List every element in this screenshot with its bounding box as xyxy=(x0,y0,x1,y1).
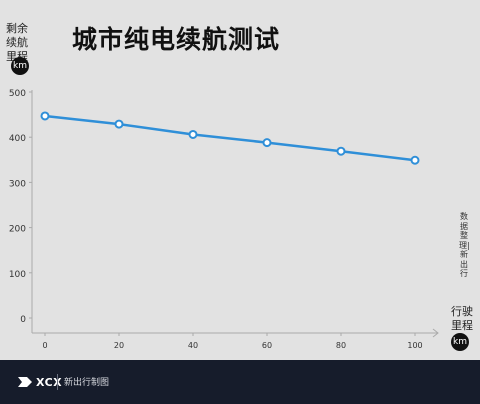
y-tick-label: 500 xyxy=(9,89,26,99)
y-tick-label: 200 xyxy=(9,225,26,235)
y-tick-label: 300 xyxy=(9,179,26,189)
data-point xyxy=(114,119,124,129)
footer-caption: 新出行制图 xyxy=(64,378,110,388)
x-tick-label: 40 xyxy=(188,341,198,350)
y-unit-badge: km xyxy=(11,57,29,75)
x-axis-arrow-icon xyxy=(432,328,439,338)
x-tick-label: 60 xyxy=(262,341,272,350)
brand-logo: XCX xyxy=(18,375,62,389)
data-point xyxy=(410,155,420,165)
x-axis-title-line: 行驶 xyxy=(451,305,473,318)
data-point xyxy=(336,146,346,156)
y-axis-title-line: 剩余 xyxy=(6,22,28,35)
x-unit-badge: km xyxy=(451,333,469,351)
source-note: 数据整理|新出行 xyxy=(459,212,470,278)
brand-arrow-icon xyxy=(18,377,32,387)
x-axis-title: 行驶 里程 xyxy=(446,305,478,333)
x-axis-title-line: 里程 xyxy=(451,319,473,332)
footer-divider xyxy=(57,374,58,390)
line-chart: 0 100 200 300 400 500 0 20 40 60 80 100 xyxy=(9,89,439,350)
data-point xyxy=(262,138,272,148)
y-tick-label: 0 xyxy=(20,315,26,325)
y-axis-title: 剩余 续航 里程 xyxy=(6,22,36,64)
y-tick-label: 400 xyxy=(9,134,26,144)
y-axis-title-line: 续航 xyxy=(6,36,28,49)
page-title: 城市纯电续航测试 xyxy=(72,25,281,54)
x-tick-label: 80 xyxy=(336,341,346,350)
x-tick-label: 0 xyxy=(42,341,47,350)
data-point xyxy=(188,129,198,139)
y-tick-label: 100 xyxy=(9,270,26,280)
series-line xyxy=(44,114,416,162)
data-point xyxy=(40,111,50,121)
brand-name: XCX xyxy=(36,375,63,389)
x-tick-label: 20 xyxy=(114,341,124,350)
x-tick-label: 100 xyxy=(407,341,422,350)
footer-bar: XCX 新出行制图 xyxy=(0,360,480,404)
